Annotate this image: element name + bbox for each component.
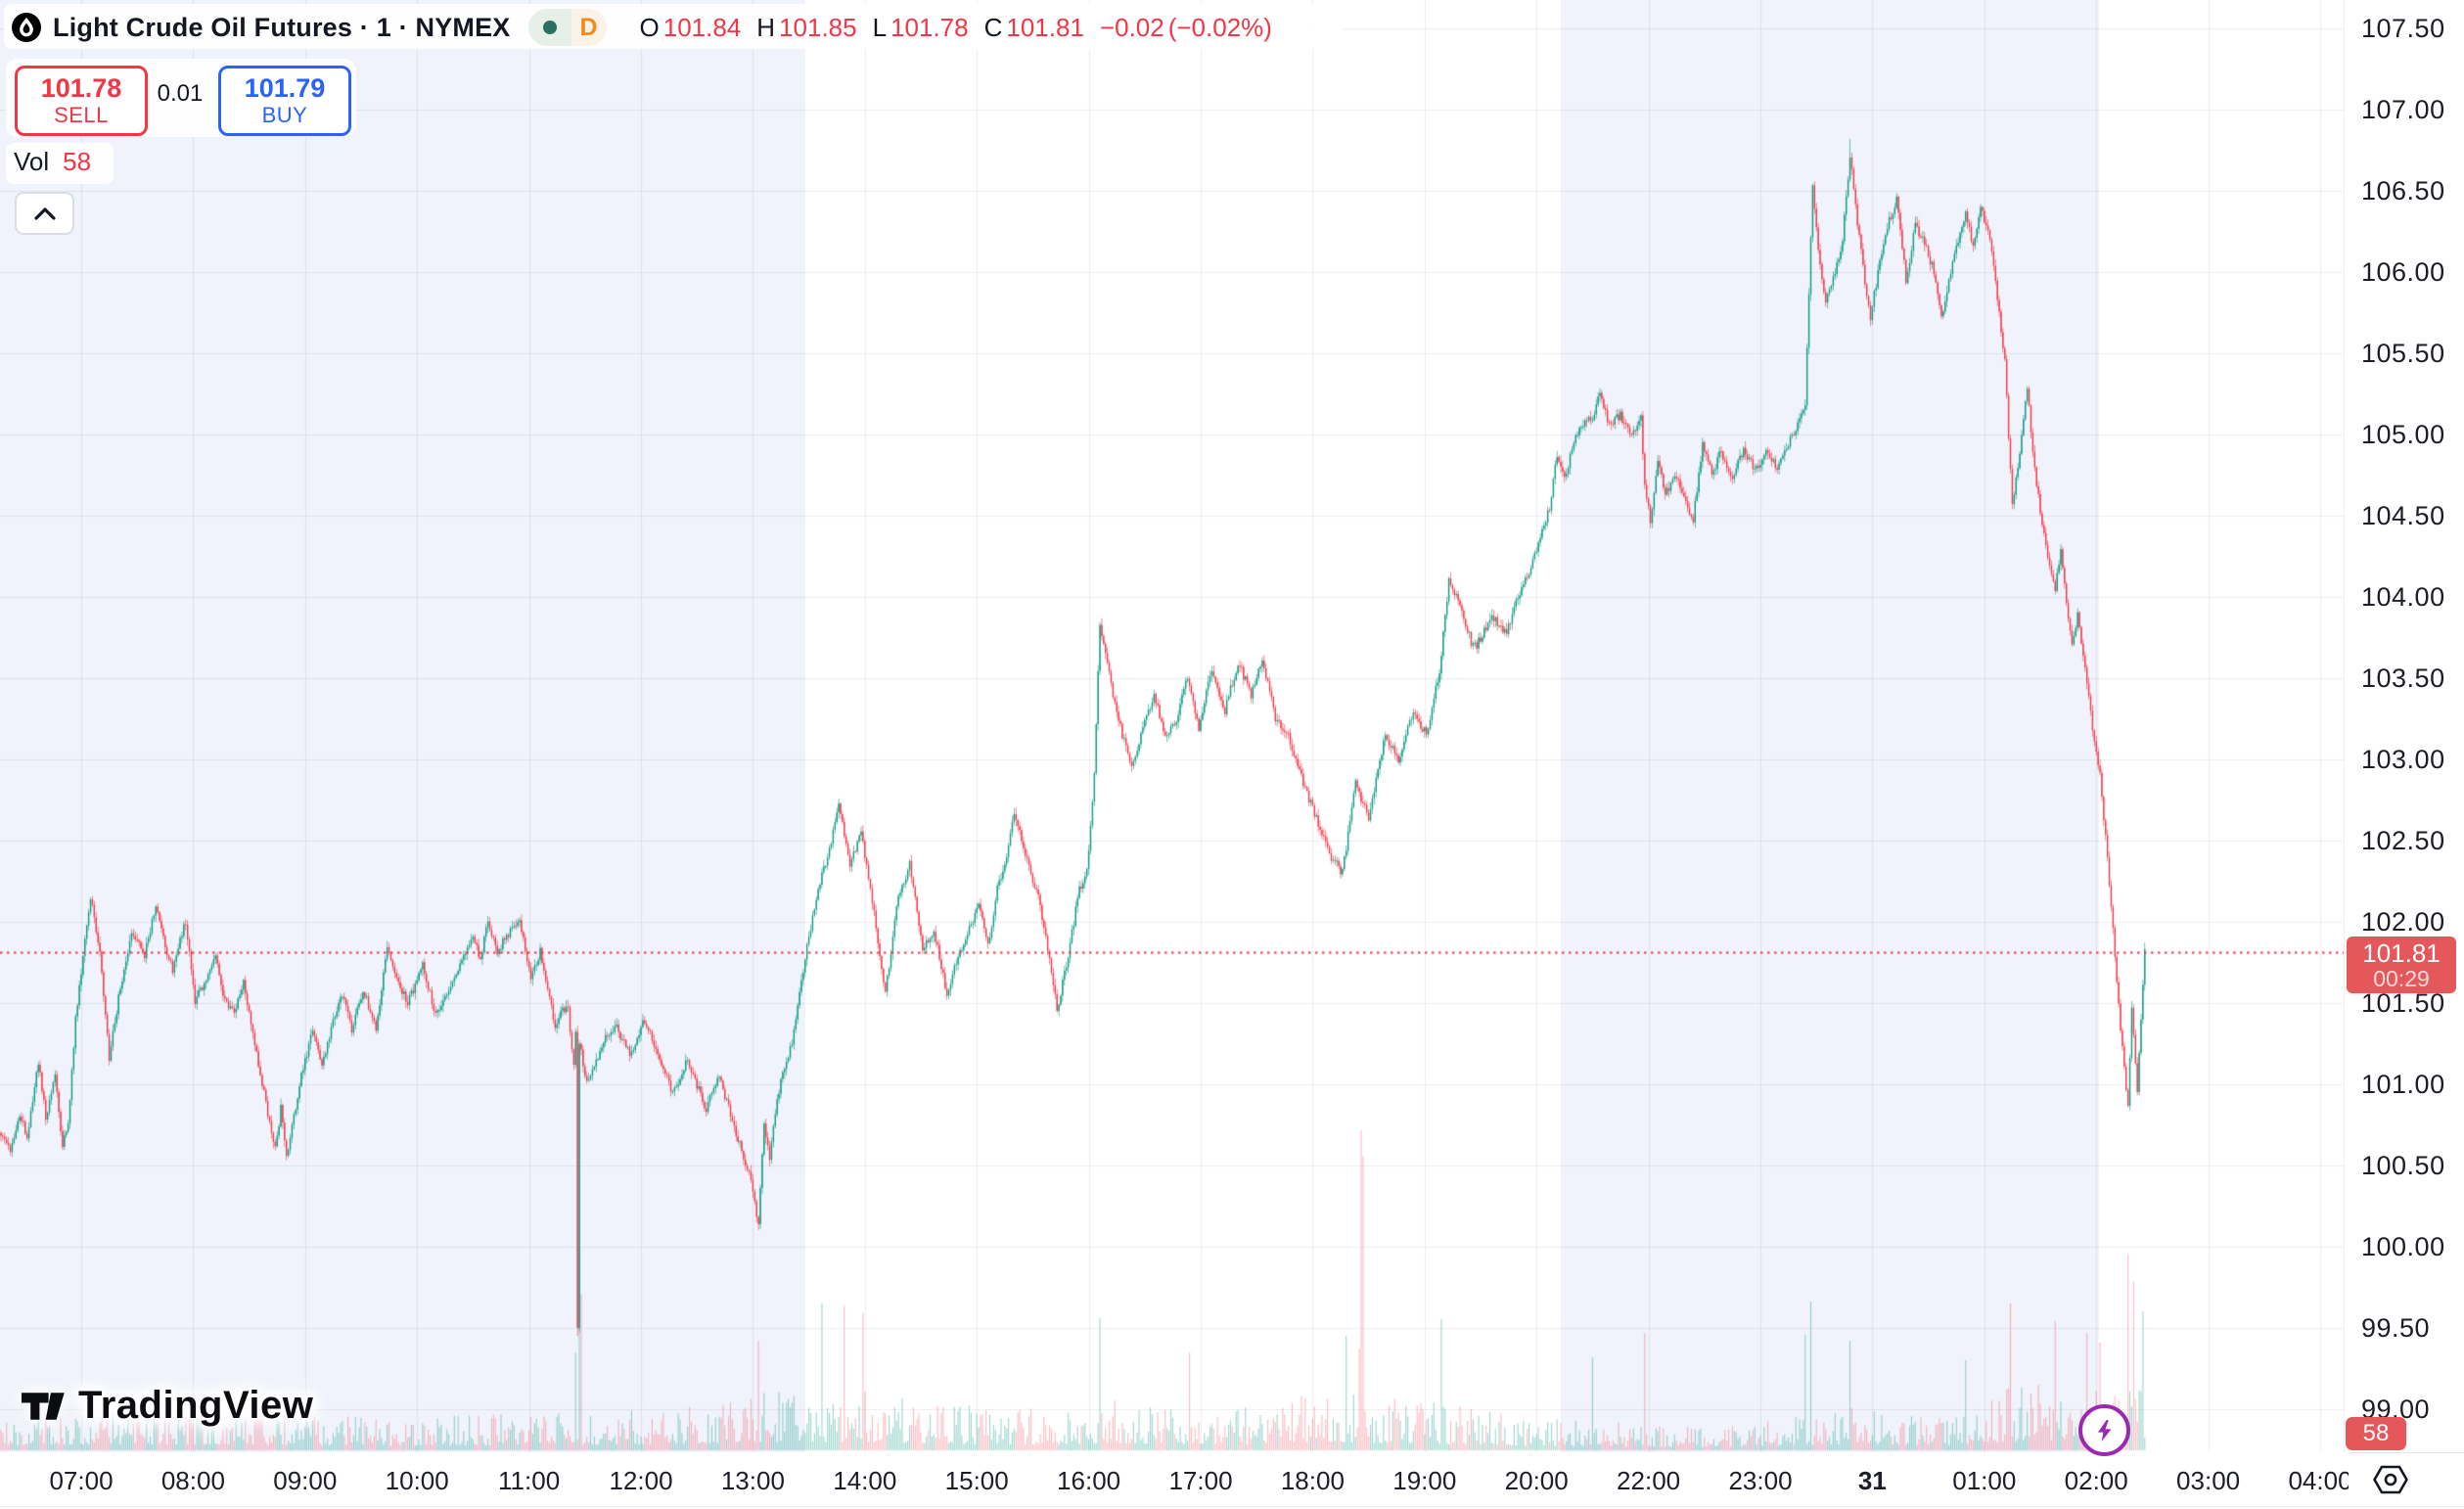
vol-value: 58: [63, 147, 92, 176]
time-tick-label: 23:00: [1728, 1466, 1793, 1495]
price-tick-label: 105.00: [2361, 420, 2445, 449]
legend-backdrop: [4, 4, 1343, 49]
vol-row-backdrop: [6, 143, 114, 184]
price-axis[interactable]: 107.50 107.00 106.50 106.00 105.50 105.00 104.…: [2345, 0, 2464, 1452]
ohlc-open-label: O: [639, 12, 660, 42]
price-tick-label: 103.50: [2361, 663, 2445, 693]
time-tick-label: 08:00: [160, 1466, 225, 1495]
lightning-bolt-icon: [2097, 1419, 2111, 1441]
market-status-pill[interactable]: D: [527, 9, 607, 46]
time-tick-label: 12:00: [609, 1466, 673, 1495]
change-percent: (−0.02%): [1167, 12, 1272, 42]
interval-badge[interactable]: D: [570, 9, 607, 46]
time-tick-label: 15:00: [944, 1466, 1009, 1495]
time-tick-label: 04:00: [2288, 1466, 2349, 1495]
price-tick-label: 104.50: [2361, 501, 2445, 530]
time-tick-label: 17:00: [1168, 1466, 1233, 1495]
ohlc-low-value: 101.78: [890, 12, 969, 42]
legend-collapse-button[interactable]: [15, 192, 74, 235]
tradingview-logo-icon: [22, 1392, 65, 1420]
price-tick-label: 104.00: [2361, 582, 2445, 612]
sell-price: 101.78: [40, 73, 122, 103]
price-tick-label: 99.50: [2361, 1313, 2431, 1343]
sell-button[interactable]: 101.78 SELL: [15, 66, 148, 136]
time-tick-label: 18:00: [1280, 1466, 1345, 1495]
last-price-label: 101.81 00:29: [2347, 937, 2456, 993]
price-tick-label: 101.00: [2361, 1070, 2445, 1099]
time-tick-label: 10:00: [385, 1466, 449, 1495]
price-axis-separator: [2344, 0, 2345, 1452]
ohlc-open-value: 101.84: [662, 12, 742, 42]
price-tick-label: 101.50: [2361, 988, 2445, 1018]
time-tick-label: 20:00: [1504, 1466, 1569, 1495]
price-tick-label: 103.00: [2361, 745, 2445, 774]
price-tick-label: 105.50: [2361, 339, 2445, 368]
chart-settings-icon[interactable]: [2372, 1464, 2409, 1495]
vol-label: Vol: [14, 147, 50, 176]
watermark-brand-text: TradingView: [78, 1384, 314, 1427]
spread-value: 0.01: [157, 80, 204, 107]
ohlc-close-value: 101.81: [1006, 12, 1084, 42]
ohlc-readout: O 101.84 H 101.85 L 101.78 C 101.81 −0.02 (−…: [628, 13, 1272, 43]
time-tick-label: 14:00: [833, 1466, 897, 1495]
time-tick-label: 09:00: [273, 1466, 338, 1495]
time-tick-label: 16:00: [1057, 1466, 1121, 1495]
bar-countdown: 00:29: [2373, 965, 2430, 991]
time-tick-label: 31: [1857, 1466, 1887, 1495]
time-tick-label: 03:00: [2176, 1466, 2241, 1495]
price-tick-label: 100.50: [2361, 1151, 2445, 1180]
last-price-value: 101.81: [2362, 937, 2441, 968]
tradingview-watermark: TradingView: [22, 1384, 313, 1428]
symbol-logo-icon: [12, 13, 41, 42]
volume-readout-row: Vol 58: [14, 147, 91, 177]
lightning-button[interactable]: [2078, 1404, 2130, 1456]
time-tick-label: 19:00: [1392, 1466, 1457, 1495]
time-tick-label: 01:00: [1952, 1466, 2017, 1495]
price-tick-label: 100.00: [2361, 1232, 2445, 1261]
ohlc-low-label: L: [872, 12, 888, 42]
price-tick-label: 107.00: [2361, 95, 2445, 124]
time-tick-label: 07:00: [49, 1466, 114, 1495]
buy-label: BUY: [261, 103, 308, 127]
price-tick-label: 106.50: [2361, 176, 2445, 206]
price-tick-label: 102.50: [2361, 826, 2445, 855]
time-tick-label: 22:00: [1617, 1466, 1681, 1495]
buy-price: 101.79: [244, 73, 326, 103]
sell-label: SELL: [54, 103, 109, 127]
bottom-border: [0, 1506, 2464, 1507]
chevron-up-icon: [33, 207, 56, 220]
time-axis[interactable]: 07:00 08:00 09:00 10:00 11:00 12:00 13:00 14:00…: [0, 1452, 2349, 1505]
price-tick-label: 107.50: [2361, 14, 2445, 43]
time-tick-label: 11:00: [498, 1466, 561, 1495]
time-tick-label: 13:00: [720, 1466, 785, 1495]
price-tick-label: 102.00: [2361, 907, 2445, 937]
ohlc-high-value: 101.85: [779, 12, 857, 42]
symbol-title[interactable]: Light Crude Oil Futures · 1 · NYMEX: [53, 12, 511, 42]
market-status-open-icon[interactable]: [527, 9, 571, 46]
time-tick-label: 02:00: [2064, 1466, 2128, 1495]
volume-axis-badge: 58: [2346, 1417, 2406, 1450]
ohlc-close-label: C: [983, 12, 1003, 42]
buy-button[interactable]: 101.79 BUY: [218, 66, 351, 136]
price-tick-label: 106.00: [2361, 257, 2445, 287]
change-value: −0.02: [1099, 12, 1164, 42]
ohlc-high-label: H: [756, 12, 776, 42]
